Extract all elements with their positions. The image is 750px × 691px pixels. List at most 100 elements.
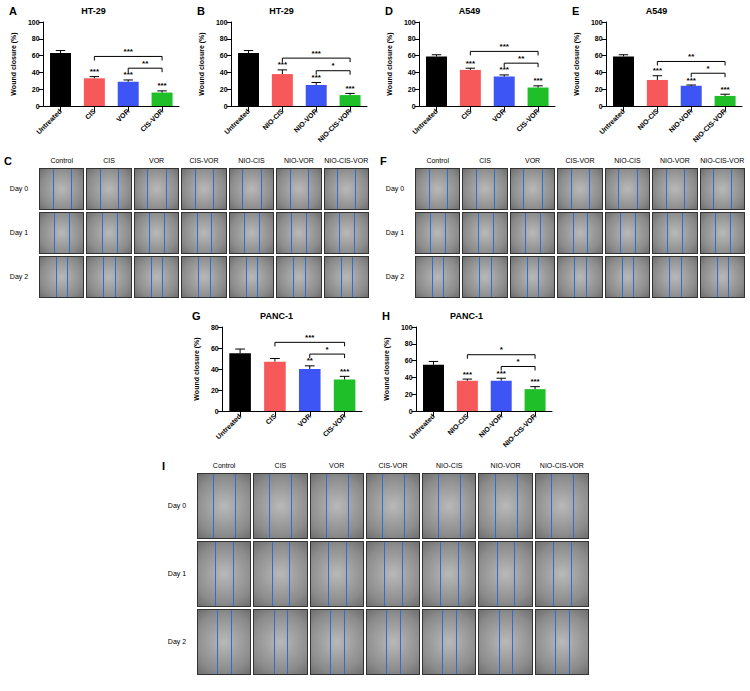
svg-text:***: *** bbox=[345, 84, 355, 93]
svg-text:0: 0 bbox=[409, 408, 413, 415]
svg-text:***: *** bbox=[340, 367, 350, 376]
svg-text:***: *** bbox=[530, 377, 540, 386]
svg-text:40: 40 bbox=[220, 69, 228, 76]
svg-text:0: 0 bbox=[36, 103, 40, 110]
svg-text:G: G bbox=[192, 310, 201, 322]
svg-text:80: 80 bbox=[32, 35, 40, 42]
svg-text:80: 80 bbox=[405, 340, 413, 347]
svg-text:***: *** bbox=[312, 49, 322, 58]
svg-text:NIO-CIS-VOR: NIO-CIS-VOR bbox=[502, 413, 538, 449]
svg-text:VOR: VOR bbox=[491, 108, 507, 124]
svg-text:***: *** bbox=[124, 47, 134, 56]
svg-text:100: 100 bbox=[591, 19, 603, 26]
svg-text:***: *** bbox=[463, 370, 473, 379]
svg-text:Wound closure (%): Wound closure (%) bbox=[193, 337, 201, 400]
svg-text:NIO-VOR: NIO-VOR bbox=[293, 108, 319, 134]
svg-text:20: 20 bbox=[595, 86, 603, 93]
svg-text:Wound closure (%): Wound closure (%) bbox=[383, 337, 391, 400]
svg-text:100: 100 bbox=[28, 19, 40, 26]
svg-text:**: ** bbox=[142, 59, 149, 68]
svg-text:A: A bbox=[9, 5, 17, 17]
svg-text:20: 20 bbox=[32, 86, 40, 93]
svg-text:60: 60 bbox=[211, 345, 219, 352]
svg-text:40: 40 bbox=[405, 374, 413, 381]
svg-text:60: 60 bbox=[32, 52, 40, 59]
svg-text:CIS: CIS bbox=[84, 107, 97, 120]
svg-text:A549: A549 bbox=[646, 6, 668, 16]
svg-text:*: * bbox=[332, 61, 336, 70]
svg-text:***: *** bbox=[653, 66, 663, 75]
svg-text:20: 20 bbox=[211, 387, 219, 394]
svg-text:*: * bbox=[707, 64, 711, 73]
svg-text:*: * bbox=[500, 345, 504, 354]
svg-text:**: ** bbox=[688, 52, 695, 61]
svg-text:***: *** bbox=[466, 59, 476, 68]
svg-text:***: *** bbox=[90, 67, 100, 76]
svg-text:VOR: VOR bbox=[115, 108, 131, 124]
svg-text:NIO-CIS-VOR: NIO-CIS-VOR bbox=[692, 108, 728, 144]
svg-text:CIS-VOR: CIS-VOR bbox=[139, 108, 165, 134]
svg-text:CIS: CIS bbox=[460, 107, 473, 120]
svg-text:E: E bbox=[572, 5, 579, 17]
svg-text:*: * bbox=[517, 357, 521, 366]
svg-text:Wound closure (%): Wound closure (%) bbox=[386, 32, 394, 95]
svg-text:0: 0 bbox=[412, 103, 416, 110]
svg-text:***: *** bbox=[533, 76, 543, 85]
svg-text:60: 60 bbox=[595, 52, 603, 59]
svg-text:NIO-CIS-VOR: NIO-CIS-VOR bbox=[317, 108, 353, 144]
svg-text:B: B bbox=[197, 5, 205, 17]
svg-text:60: 60 bbox=[405, 357, 413, 364]
svg-text:NIO-CIS: NIO-CIS bbox=[446, 412, 470, 436]
svg-text:NIO-CIS: NIO-CIS bbox=[261, 107, 285, 131]
svg-text:40: 40 bbox=[211, 366, 219, 373]
svg-text:40: 40 bbox=[408, 69, 416, 76]
svg-text:***: *** bbox=[305, 333, 315, 342]
svg-text:80: 80 bbox=[220, 35, 228, 42]
svg-text:80: 80 bbox=[408, 35, 416, 42]
svg-text:60: 60 bbox=[220, 52, 228, 59]
svg-text:100: 100 bbox=[401, 324, 413, 331]
svg-text:NIO-VOR: NIO-VOR bbox=[668, 108, 694, 134]
svg-text:Wound closure (%): Wound closure (%) bbox=[573, 32, 581, 95]
svg-text:CIS-VOR: CIS-VOR bbox=[322, 413, 348, 439]
svg-text:Untreated: Untreated bbox=[223, 108, 251, 136]
svg-text:HT-29: HT-29 bbox=[81, 6, 106, 16]
svg-text:Untreated: Untreated bbox=[215, 413, 243, 441]
svg-text:Wound closure (%): Wound closure (%) bbox=[10, 32, 18, 95]
svg-text:80: 80 bbox=[211, 324, 219, 331]
svg-text:Untreated: Untreated bbox=[598, 108, 626, 136]
svg-text:0: 0 bbox=[599, 103, 603, 110]
svg-text:0: 0 bbox=[224, 103, 228, 110]
svg-text:100: 100 bbox=[404, 19, 416, 26]
svg-text:***: *** bbox=[500, 42, 510, 51]
svg-text:20: 20 bbox=[405, 391, 413, 398]
svg-text:60: 60 bbox=[408, 52, 416, 59]
svg-text:VOR: VOR bbox=[297, 413, 313, 429]
svg-text:CIS-VOR: CIS-VOR bbox=[515, 108, 541, 134]
svg-text:40: 40 bbox=[32, 69, 40, 76]
svg-text:0: 0 bbox=[215, 408, 219, 415]
svg-text:***: *** bbox=[157, 81, 167, 90]
svg-text:Untreated: Untreated bbox=[408, 413, 436, 441]
svg-text:***: *** bbox=[720, 85, 730, 94]
svg-text:D: D bbox=[385, 5, 393, 17]
svg-text:A549: A549 bbox=[459, 6, 481, 16]
svg-text:HT-29: HT-29 bbox=[269, 6, 294, 16]
html-text:C: C bbox=[4, 155, 12, 167]
svg-text:**: ** bbox=[518, 54, 525, 63]
svg-text:40: 40 bbox=[595, 69, 603, 76]
svg-text:NIO-VOR: NIO-VOR bbox=[478, 413, 504, 439]
svg-text:20: 20 bbox=[220, 86, 228, 93]
svg-text:NIO-CIS: NIO-CIS bbox=[636, 107, 660, 131]
svg-text:Untreated: Untreated bbox=[35, 108, 63, 136]
svg-text:*: * bbox=[326, 345, 330, 354]
svg-text:100: 100 bbox=[216, 19, 228, 26]
svg-text:80: 80 bbox=[595, 35, 603, 42]
svg-text:Wound closure (%): Wound closure (%) bbox=[198, 32, 206, 95]
svg-text:PANC-1: PANC-1 bbox=[260, 311, 293, 321]
svg-text:Untreated: Untreated bbox=[411, 108, 439, 136]
svg-text:PANC-1: PANC-1 bbox=[450, 311, 483, 321]
svg-text:CIS: CIS bbox=[264, 412, 277, 425]
svg-text:H: H bbox=[382, 310, 390, 322]
svg-text:20: 20 bbox=[408, 86, 416, 93]
